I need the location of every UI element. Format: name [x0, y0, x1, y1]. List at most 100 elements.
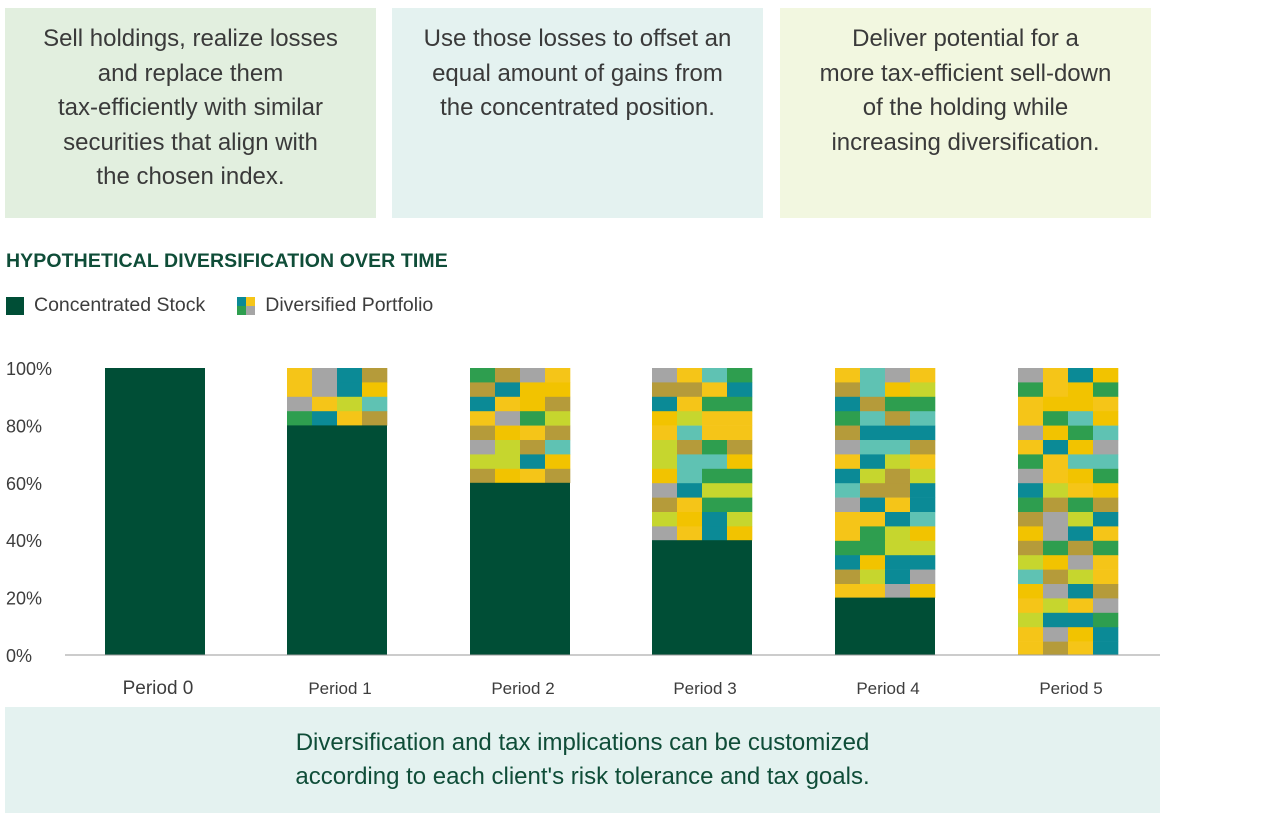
- mosaic-cell: [1068, 598, 1094, 614]
- mosaic-cell: [702, 440, 728, 455]
- mosaic-cell: [885, 497, 911, 513]
- mosaic-cell: [545, 382, 571, 398]
- mosaic-cell: [860, 584, 886, 598]
- mosaic-cell: [1018, 497, 1044, 513]
- mosaic-cell: [1043, 598, 1069, 614]
- mosaic-cell: [1093, 598, 1119, 614]
- bar-concentrated: [470, 482, 570, 655]
- mosaic-cell: [885, 468, 911, 484]
- mosaic-cell: [1018, 411, 1044, 426]
- mosaic-cell: [1043, 540, 1069, 556]
- mosaic-cell: [702, 396, 728, 412]
- mosaic-cell: [1018, 526, 1044, 542]
- mosaic-cell: [287, 382, 313, 398]
- mosaic-cell: [835, 454, 861, 470]
- mosaic-cell: [1068, 396, 1094, 412]
- mosaic-cell: [835, 569, 861, 585]
- mosaic-cell: [362, 396, 388, 412]
- mosaic-cell: [835, 584, 861, 598]
- mosaic-cell: [727, 425, 753, 441]
- card-text-line: tax-efficiently with similar: [58, 94, 323, 121]
- mosaic-cell: [885, 584, 911, 598]
- mosaic-cell: [1093, 497, 1119, 513]
- mosaic-cell: [835, 440, 861, 455]
- stacked-bar-chart: 0% 20% 40% 60% 80% 100% Period 0 Period 1 Period…: [6, 359, 1160, 699]
- mosaic-cell: [1018, 368, 1044, 383]
- footer-text-line: Diversification and tax implications can…: [295, 729, 870, 756]
- mosaic-cell: [702, 512, 728, 527]
- chart-title: HYPOTHETICAL DIVERSIFICATION OVER TIME: [6, 250, 448, 272]
- mosaic-cell: [677, 512, 703, 527]
- mosaic-cell: [910, 440, 936, 455]
- mosaic-cell: [860, 555, 886, 570]
- x-tick-label: Period 2: [491, 679, 554, 698]
- mosaic-cell: [652, 396, 678, 412]
- mosaic-cell: [545, 396, 571, 412]
- mosaic-cell: [287, 368, 313, 383]
- mosaic-cell: [1068, 454, 1094, 470]
- mosaic-cell: [1068, 584, 1094, 599]
- mosaic-cell: [860, 440, 886, 455]
- mosaic-cell: [1068, 425, 1094, 441]
- mosaic-cell: [677, 396, 703, 412]
- x-tick-label: Period 0: [123, 678, 194, 699]
- mosaic-cell: [910, 555, 936, 570]
- mosaic-cell: [312, 368, 338, 383]
- card-text-line: the concentrated position.: [440, 94, 715, 121]
- mosaic-cell: [545, 468, 571, 484]
- mosaic-cell: [1018, 425, 1044, 441]
- mosaic-cell: [1068, 468, 1094, 484]
- mosaic-cell: [910, 468, 936, 484]
- chart-legend: Concentrated Stock Diversified Portfolio: [6, 294, 433, 317]
- y-tick-label: 20%: [6, 589, 42, 609]
- footer-note: Diversification and tax implications can…: [5, 707, 1160, 813]
- legend-label-concentrated: Concentrated Stock: [34, 294, 206, 316]
- mosaic-cell: [835, 368, 861, 383]
- mosaic-cell: [677, 411, 703, 426]
- mosaic-cell: [1093, 454, 1119, 470]
- mosaic-cell: [860, 411, 886, 426]
- mosaic-cell: [910, 540, 936, 556]
- x-tick-label: Period 1: [308, 679, 371, 698]
- card-text-line: Deliver potential for a: [852, 25, 1079, 52]
- card-text-line: the chosen index.: [96, 163, 285, 190]
- mosaic-cell: [652, 440, 678, 455]
- mosaic-cell: [910, 425, 936, 441]
- mosaic-cell: [1018, 612, 1044, 628]
- mosaic-cell: [910, 569, 936, 585]
- card-text-line: and replace them: [97, 59, 284, 87]
- mosaic-cell: [1043, 627, 1069, 642]
- y-tick-label: 100%: [6, 359, 52, 379]
- mosaic-cell: [337, 382, 363, 398]
- mosaic-cell: [1043, 425, 1069, 441]
- mosaic-cell: [835, 425, 861, 441]
- mosaic-cell: [702, 454, 728, 470]
- mosaic-cell: [1068, 569, 1094, 585]
- mosaic-cell: [677, 497, 703, 513]
- mosaic-cell: [1093, 512, 1119, 527]
- mosaic-cell: [885, 555, 911, 570]
- mosaic-cell: [545, 425, 571, 441]
- mosaic-cell: [470, 454, 496, 470]
- mosaic-cell: [470, 368, 496, 383]
- mosaic-cell: [910, 526, 936, 542]
- mosaic-cell: [1068, 382, 1094, 398]
- mosaic-cell: [885, 526, 911, 542]
- mosaic-cell: [520, 425, 546, 441]
- mosaic-cell: [677, 468, 703, 484]
- mosaic-cell: [337, 396, 363, 412]
- mosaic-cell: [885, 396, 911, 412]
- mosaic-cell: [677, 454, 703, 470]
- mosaic-cell: [1093, 382, 1119, 398]
- mosaic-cell: [835, 526, 861, 542]
- mosaic-cell: [1043, 612, 1069, 628]
- mosaic-cell: [1018, 540, 1044, 556]
- mosaic-cell: [702, 483, 728, 498]
- mosaic-cell: [1043, 569, 1069, 585]
- mosaic-cell: [1018, 627, 1044, 642]
- mosaic-cell: [1068, 440, 1094, 455]
- card-text-line: Use those losses to offset an: [423, 25, 732, 52]
- mosaic-cell: [860, 425, 886, 441]
- bar-concentrated: [287, 425, 387, 655]
- mosaic-cell: [860, 382, 886, 398]
